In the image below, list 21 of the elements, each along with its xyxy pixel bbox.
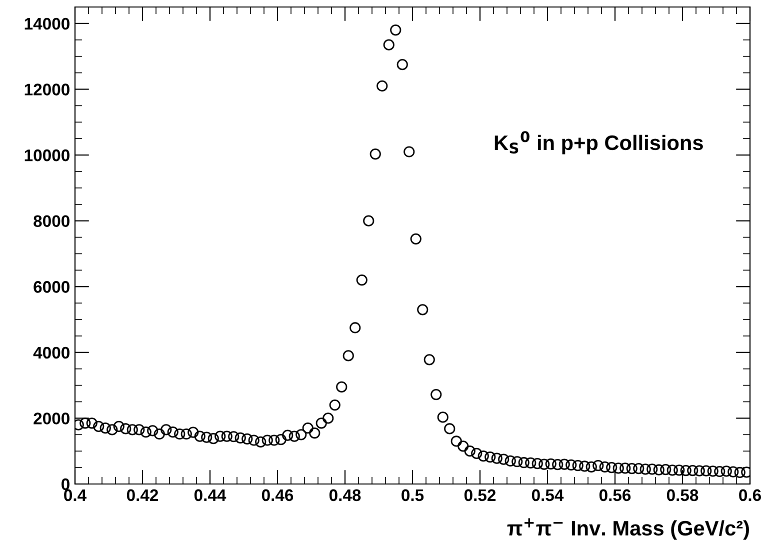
x-tick-label: 0.6	[739, 489, 761, 502]
x-tick-label: 0.48	[329, 489, 361, 502]
y-tick-label: 12000	[24, 84, 70, 96]
x-axis-title: π$^{+}$π$^{−}$ Inv. Mass (GeV/c²)	[507, 518, 749, 540]
x-tick-label: 0.54	[532, 489, 564, 502]
x-tick-label: 0.56	[599, 489, 631, 502]
x-tick-label: 0.52	[464, 489, 496, 502]
x-tick-label: 0.5	[402, 489, 424, 502]
x-tick-label: 0.42	[126, 489, 158, 502]
annotation: K$_{S}$$^{0}$ in p+p Collisions	[494, 131, 703, 154]
y-tick-label: 0	[62, 478, 70, 490]
x-tick-label: 0.44	[194, 489, 226, 502]
y-tick-label: 14000	[24, 18, 70, 30]
y-tick-label: 10000	[24, 149, 70, 162]
x-tick-label: 0.4	[64, 489, 86, 502]
y-tick-label: 6000	[34, 281, 70, 293]
y-tick-label: 2000	[34, 412, 70, 424]
x-tick-label: 0.58	[666, 489, 698, 502]
x-tick-label: 0.46	[262, 489, 294, 502]
y-tick-label: 8000	[34, 215, 70, 228]
y-tick-label: 4000	[33, 346, 70, 359]
